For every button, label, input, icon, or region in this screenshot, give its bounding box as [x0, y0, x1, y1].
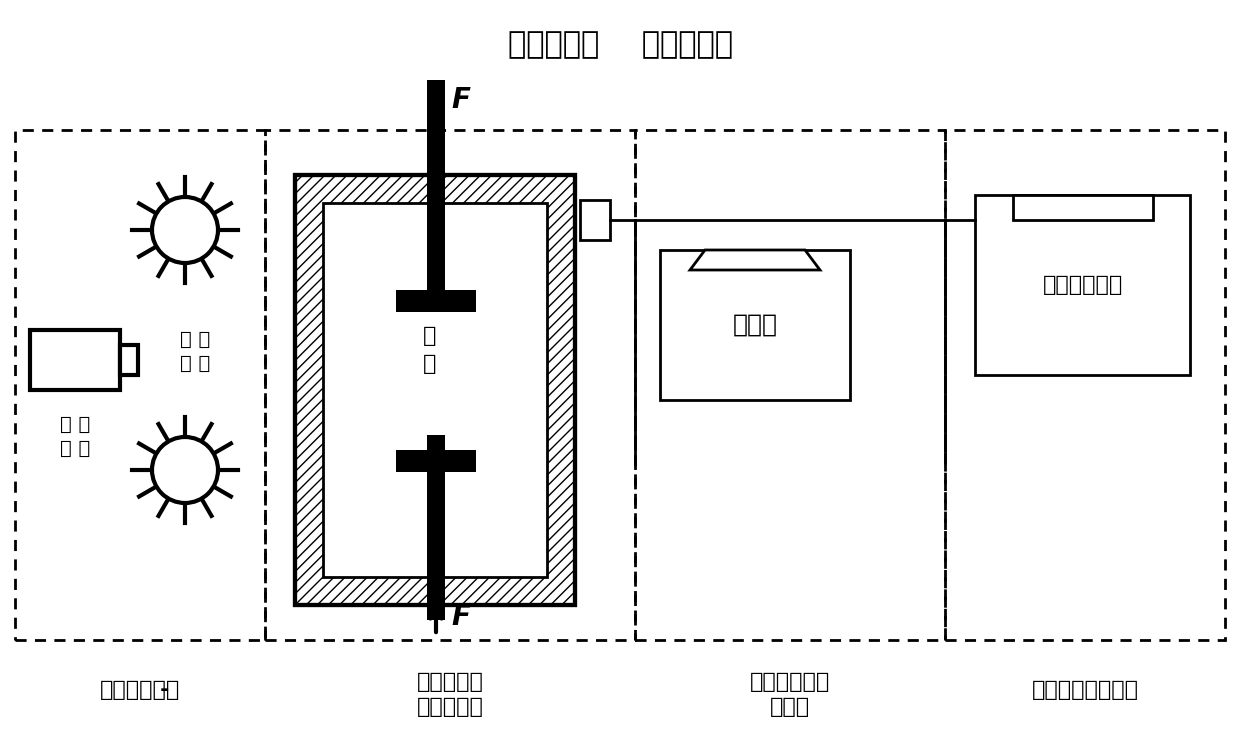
Text: 力学特性测试装置: 力学特性测试装置 — [1032, 680, 1138, 700]
Text: 高低温环境    声发射探头: 高低温环境 声发射探头 — [507, 30, 733, 59]
Text: 对 称
光 源: 对 称 光 源 — [180, 330, 210, 372]
Text: F: F — [451, 603, 470, 631]
Bar — [427, 80, 445, 305]
Text: 声发射: 声发射 — [733, 313, 777, 337]
Bar — [396, 290, 476, 312]
Bar — [635, 130, 945, 640]
Bar — [427, 435, 445, 620]
Bar — [660, 250, 849, 400]
Bar — [396, 450, 476, 472]
Bar — [30, 330, 120, 390]
Bar — [1013, 195, 1152, 220]
Text: 温度应力耦
合加载装置: 温度应力耦 合加载装置 — [417, 672, 484, 717]
Bar — [975, 195, 1190, 375]
Text: F: F — [451, 86, 470, 114]
Bar — [295, 175, 575, 605]
Bar — [265, 130, 635, 640]
Text: -: - — [160, 680, 170, 700]
Bar — [295, 175, 575, 605]
Bar — [322, 203, 547, 577]
Polygon shape — [689, 250, 820, 270]
Bar — [725, 250, 785, 265]
Bar — [120, 345, 138, 375]
Text: 试
件: 试 件 — [423, 326, 436, 374]
Text: 声发射信号采
集装置: 声发射信号采 集装置 — [750, 672, 830, 717]
Bar — [15, 130, 265, 640]
Bar — [945, 130, 1225, 640]
Text: 影像采集装置: 影像采集装置 — [100, 680, 180, 700]
Bar — [1058, 195, 1107, 213]
Bar — [580, 200, 610, 240]
Text: 高 速
相 机: 高 速 相 机 — [60, 415, 91, 458]
Text: 力学参数采集: 力学参数采集 — [1043, 275, 1122, 295]
